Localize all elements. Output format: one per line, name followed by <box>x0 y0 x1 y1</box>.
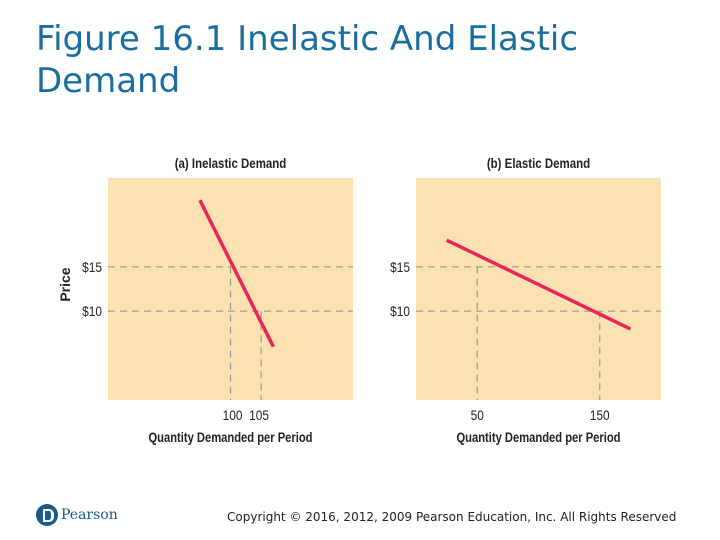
x-axis-label: Quantity Demanded per Period <box>456 430 620 445</box>
demand-curve <box>445 238 632 331</box>
x-tick-label: 100 <box>223 407 243 423</box>
panel-inelastic-demand: (a) Inelastic Demand $10 $15 100 105 Quantity… <box>57 155 353 445</box>
x-tick-label: 150 <box>590 407 610 423</box>
chart-title: (a) Inelastic Demand <box>175 155 287 171</box>
y-tick-label: $10 <box>82 303 102 319</box>
pearson-logo: Pearson <box>36 502 118 528</box>
x-axis-label: Quantity Demanded per Period <box>148 430 312 445</box>
y-tick-label: $15 <box>82 259 102 275</box>
y-tick-label: $15 <box>390 259 410 275</box>
x-tick-label: 105 <box>249 407 269 423</box>
copyright-notice: Copyright © 2016, 2012, 2009 Pearson Edu… <box>227 510 677 524</box>
chart-title: (b) Elastic Demand <box>487 155 590 171</box>
pearson-logo-icon <box>36 504 58 526</box>
x-tick-label: 50 <box>471 407 484 423</box>
y-tick-label: $10 <box>390 303 410 319</box>
y-axis-label: Price <box>57 267 73 301</box>
pearson-logo-text: Pearson <box>61 507 118 523</box>
demand-curve <box>198 199 275 348</box>
plot-area <box>416 178 661 400</box>
panel-elastic-demand: (b) Elastic Demand $10 $15 50 150 Quantity De… <box>390 155 661 445</box>
slide-title: Figure 16.1 Inelastic And Elastic Demand <box>36 19 579 101</box>
